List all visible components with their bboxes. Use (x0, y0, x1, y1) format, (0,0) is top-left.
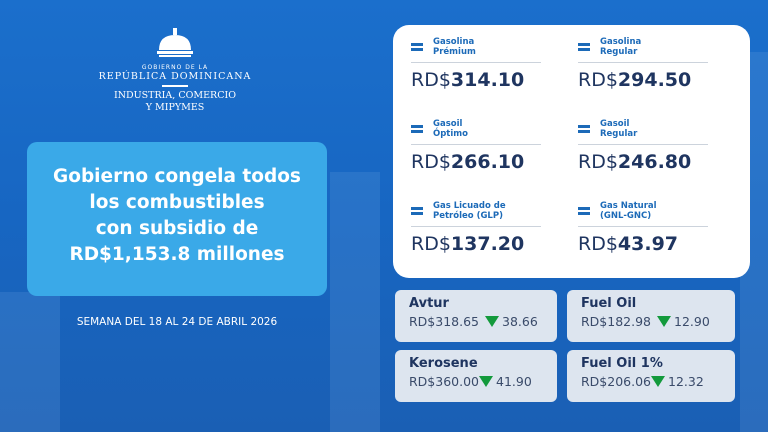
equals-icon (411, 205, 423, 217)
price-change: 38.66 (502, 314, 538, 329)
equals-icon (411, 41, 423, 53)
currency: RD$ (411, 69, 451, 91)
down-triangle-icon (657, 316, 672, 327)
fuel-item: Gas Licuado de Petróleo (GLP) RD$137.20 (411, 199, 541, 255)
fuel-label: Gasoil Óptimo (433, 119, 468, 139)
fuel-item: Gas Natural (GNL-GNC) RD$43.97 (578, 199, 708, 255)
down-triangle-icon (479, 376, 494, 387)
currency: RD$ (411, 233, 451, 255)
headline-line: RD$1,153.8 millones (69, 244, 285, 265)
currency: RD$ (578, 151, 618, 173)
government-logo: GOBIERNO DE LA REPÚBLICA DOMINICANA INDU… (95, 28, 255, 114)
currency: RD$ (578, 233, 618, 255)
fuel-price: RD$360.00 (409, 374, 480, 389)
fuel-price: RD$266.10 (411, 151, 541, 173)
fuel-label: Gasoil Regular (600, 119, 637, 139)
fuel-name: Fuel Oil 1% (581, 356, 663, 371)
fuel-item: Gasoil Óptimo RD$266.10 (411, 117, 541, 173)
logo-line: GOBIERNO DE LA (141, 64, 209, 71)
equals-icon (411, 123, 423, 135)
fuel-prices-card: Gasolina Prémium RD$314.10 Gasolina Regular R… (393, 25, 750, 278)
logo-line: REPÚBLICA DOMINICANA (98, 71, 252, 82)
fuel-price: RD$137.20 (411, 233, 541, 255)
fuel-label-line: (GNL-GNC) (600, 211, 652, 221)
equals-icon (578, 41, 590, 53)
equals-icon (578, 123, 590, 135)
fuel-price: RD$43.97 (578, 233, 708, 255)
fuel-card-avtur: Avtur RD$318.65 38.66 (395, 290, 557, 342)
equals-icon (578, 205, 590, 217)
fuel-name: Kerosene (409, 356, 478, 371)
fuel-card-fuel-oil-1: Fuel Oil 1% RD$206.06 12.32 (567, 350, 735, 402)
fuel-label: Gasolina Regular (600, 37, 641, 57)
down-triangle-icon (485, 316, 500, 327)
fuel-label-line: Gasolina (600, 37, 642, 47)
fuel-card-kerosene: Kerosene RD$360.00 41.90 (395, 350, 557, 402)
fuel-label-line: Gasolina (433, 37, 475, 47)
currency: RD$ (578, 69, 618, 91)
fuel-name: Avtur (409, 296, 449, 311)
fuel-name: Fuel Oil (581, 296, 637, 311)
fuel-label: Gas Licuado de Petróleo (GLP) (433, 201, 506, 221)
divider (162, 85, 188, 87)
fuel-price: RD$294.50 (578, 69, 708, 91)
fuel-label-line: Prémium (433, 47, 476, 57)
fuel-price: RD$246.80 (578, 151, 708, 173)
fuel-label-line: Regular (600, 47, 638, 57)
down-triangle-icon (651, 376, 666, 387)
price-change: 12.90 (674, 314, 710, 329)
fuel-label-line: Gas Licuado de (433, 201, 506, 211)
logo-line: Y MIPYMES (145, 102, 205, 113)
currency: RD$ (411, 151, 451, 173)
fuel-label-line: Gasoil (433, 119, 463, 129)
dome-icon (157, 28, 193, 57)
fuel-price: RD$314.10 (411, 69, 541, 91)
price-value: 294.50 (617, 69, 692, 91)
fuel-label: Gasolina Prémium (433, 37, 476, 57)
price-value: 314.10 (450, 69, 525, 91)
fuel-label-line: Regular (600, 129, 638, 139)
fuel-item: Gasoil Regular RD$246.80 (578, 117, 708, 173)
fuel-label: Gas Natural (GNL-GNC) (600, 201, 657, 221)
week-label: SEMANA DEL 18 AL 24 DE ABRIL 2026 (76, 316, 278, 328)
fuel-item: Gasolina Prémium RD$314.10 (411, 35, 541, 91)
price-value: 246.80 (617, 151, 692, 173)
headline-line: los combustibles (89, 192, 265, 213)
fuel-label-line: Gas Natural (600, 201, 657, 211)
headline-line: Gobierno congela todos (53, 166, 301, 187)
fuel-price: RD$182.98 (581, 314, 652, 329)
headline-line: con subsidio de (95, 218, 259, 239)
fuel-label-line: Óptimo (433, 129, 468, 139)
fuel-item: Gasolina Regular RD$294.50 (578, 35, 708, 91)
headline-box: Gobierno congela todos los combustibles … (27, 142, 327, 296)
fuel-card-fuel-oil: Fuel Oil RD$182.98 12.90 (567, 290, 735, 342)
price-value: 43.97 (617, 233, 679, 255)
fuel-price: RD$318.65 (409, 314, 480, 329)
price-value: 266.10 (450, 151, 525, 173)
fuel-label-line: Gasoil (600, 119, 630, 129)
price-change: 12.32 (668, 374, 704, 389)
logo-line: INDUSTRIA, COMERCIO (113, 90, 237, 101)
price-change: 41.90 (496, 374, 532, 389)
price-value: 137.20 (450, 233, 525, 255)
fuel-price: RD$206.06 (581, 374, 652, 389)
fuel-label-line: Petróleo (GLP) (433, 211, 503, 221)
